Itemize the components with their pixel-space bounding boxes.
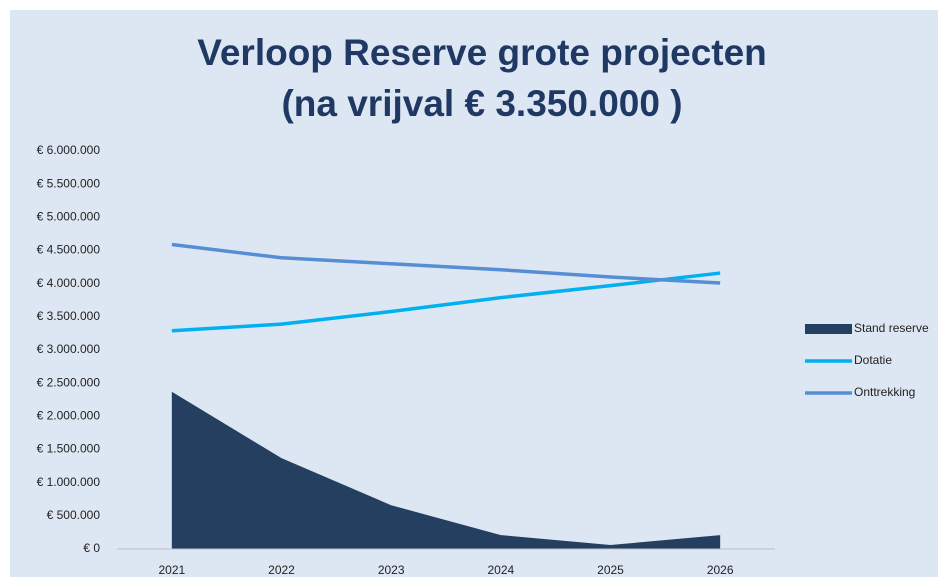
y-tick-label: € 2.000.000 xyxy=(37,409,101,423)
legend-label: Stand reserve xyxy=(854,321,929,335)
x-tick-label: 2022 xyxy=(268,563,295,577)
y-tick-label: € 3.500.000 xyxy=(37,309,101,323)
y-tick-label: € 5.000.000 xyxy=(37,210,101,224)
y-tick-label: € 5.500.000 xyxy=(37,176,101,190)
chart-background xyxy=(10,10,938,577)
y-tick-label: € 4.500.000 xyxy=(37,243,101,257)
y-tick-label: € 4.000.000 xyxy=(37,276,101,290)
area xyxy=(171,391,721,549)
legend-label: Onttrekking xyxy=(854,385,915,399)
line xyxy=(171,271,721,333)
chart-title: Verloop Reserve grote projecten xyxy=(197,32,767,73)
legend-label: Dotatie xyxy=(854,353,892,367)
y-tick-label: € 1.000.000 xyxy=(37,475,101,489)
y-tick-label: € 500.000 xyxy=(47,508,101,522)
y-tick-label: € 2.500.000 xyxy=(37,375,101,389)
y-tick-label: € 1.500.000 xyxy=(37,442,101,456)
y-tick-label: € 6.000.000 xyxy=(37,143,101,157)
legend-swatch xyxy=(805,324,852,334)
y-tick-label: € 0 xyxy=(83,541,100,555)
x-tick-label: 2025 xyxy=(597,563,624,577)
x-tick-label: 2021 xyxy=(158,563,185,577)
y-tick-label: € 3.000.000 xyxy=(37,342,101,356)
x-tick-label: 2024 xyxy=(487,563,514,577)
chart-title: (na vrijval € 3.350.000 ) xyxy=(281,83,682,124)
x-tick-label: 2023 xyxy=(378,563,405,577)
line xyxy=(171,242,721,285)
x-tick-label: 2026 xyxy=(707,563,734,577)
